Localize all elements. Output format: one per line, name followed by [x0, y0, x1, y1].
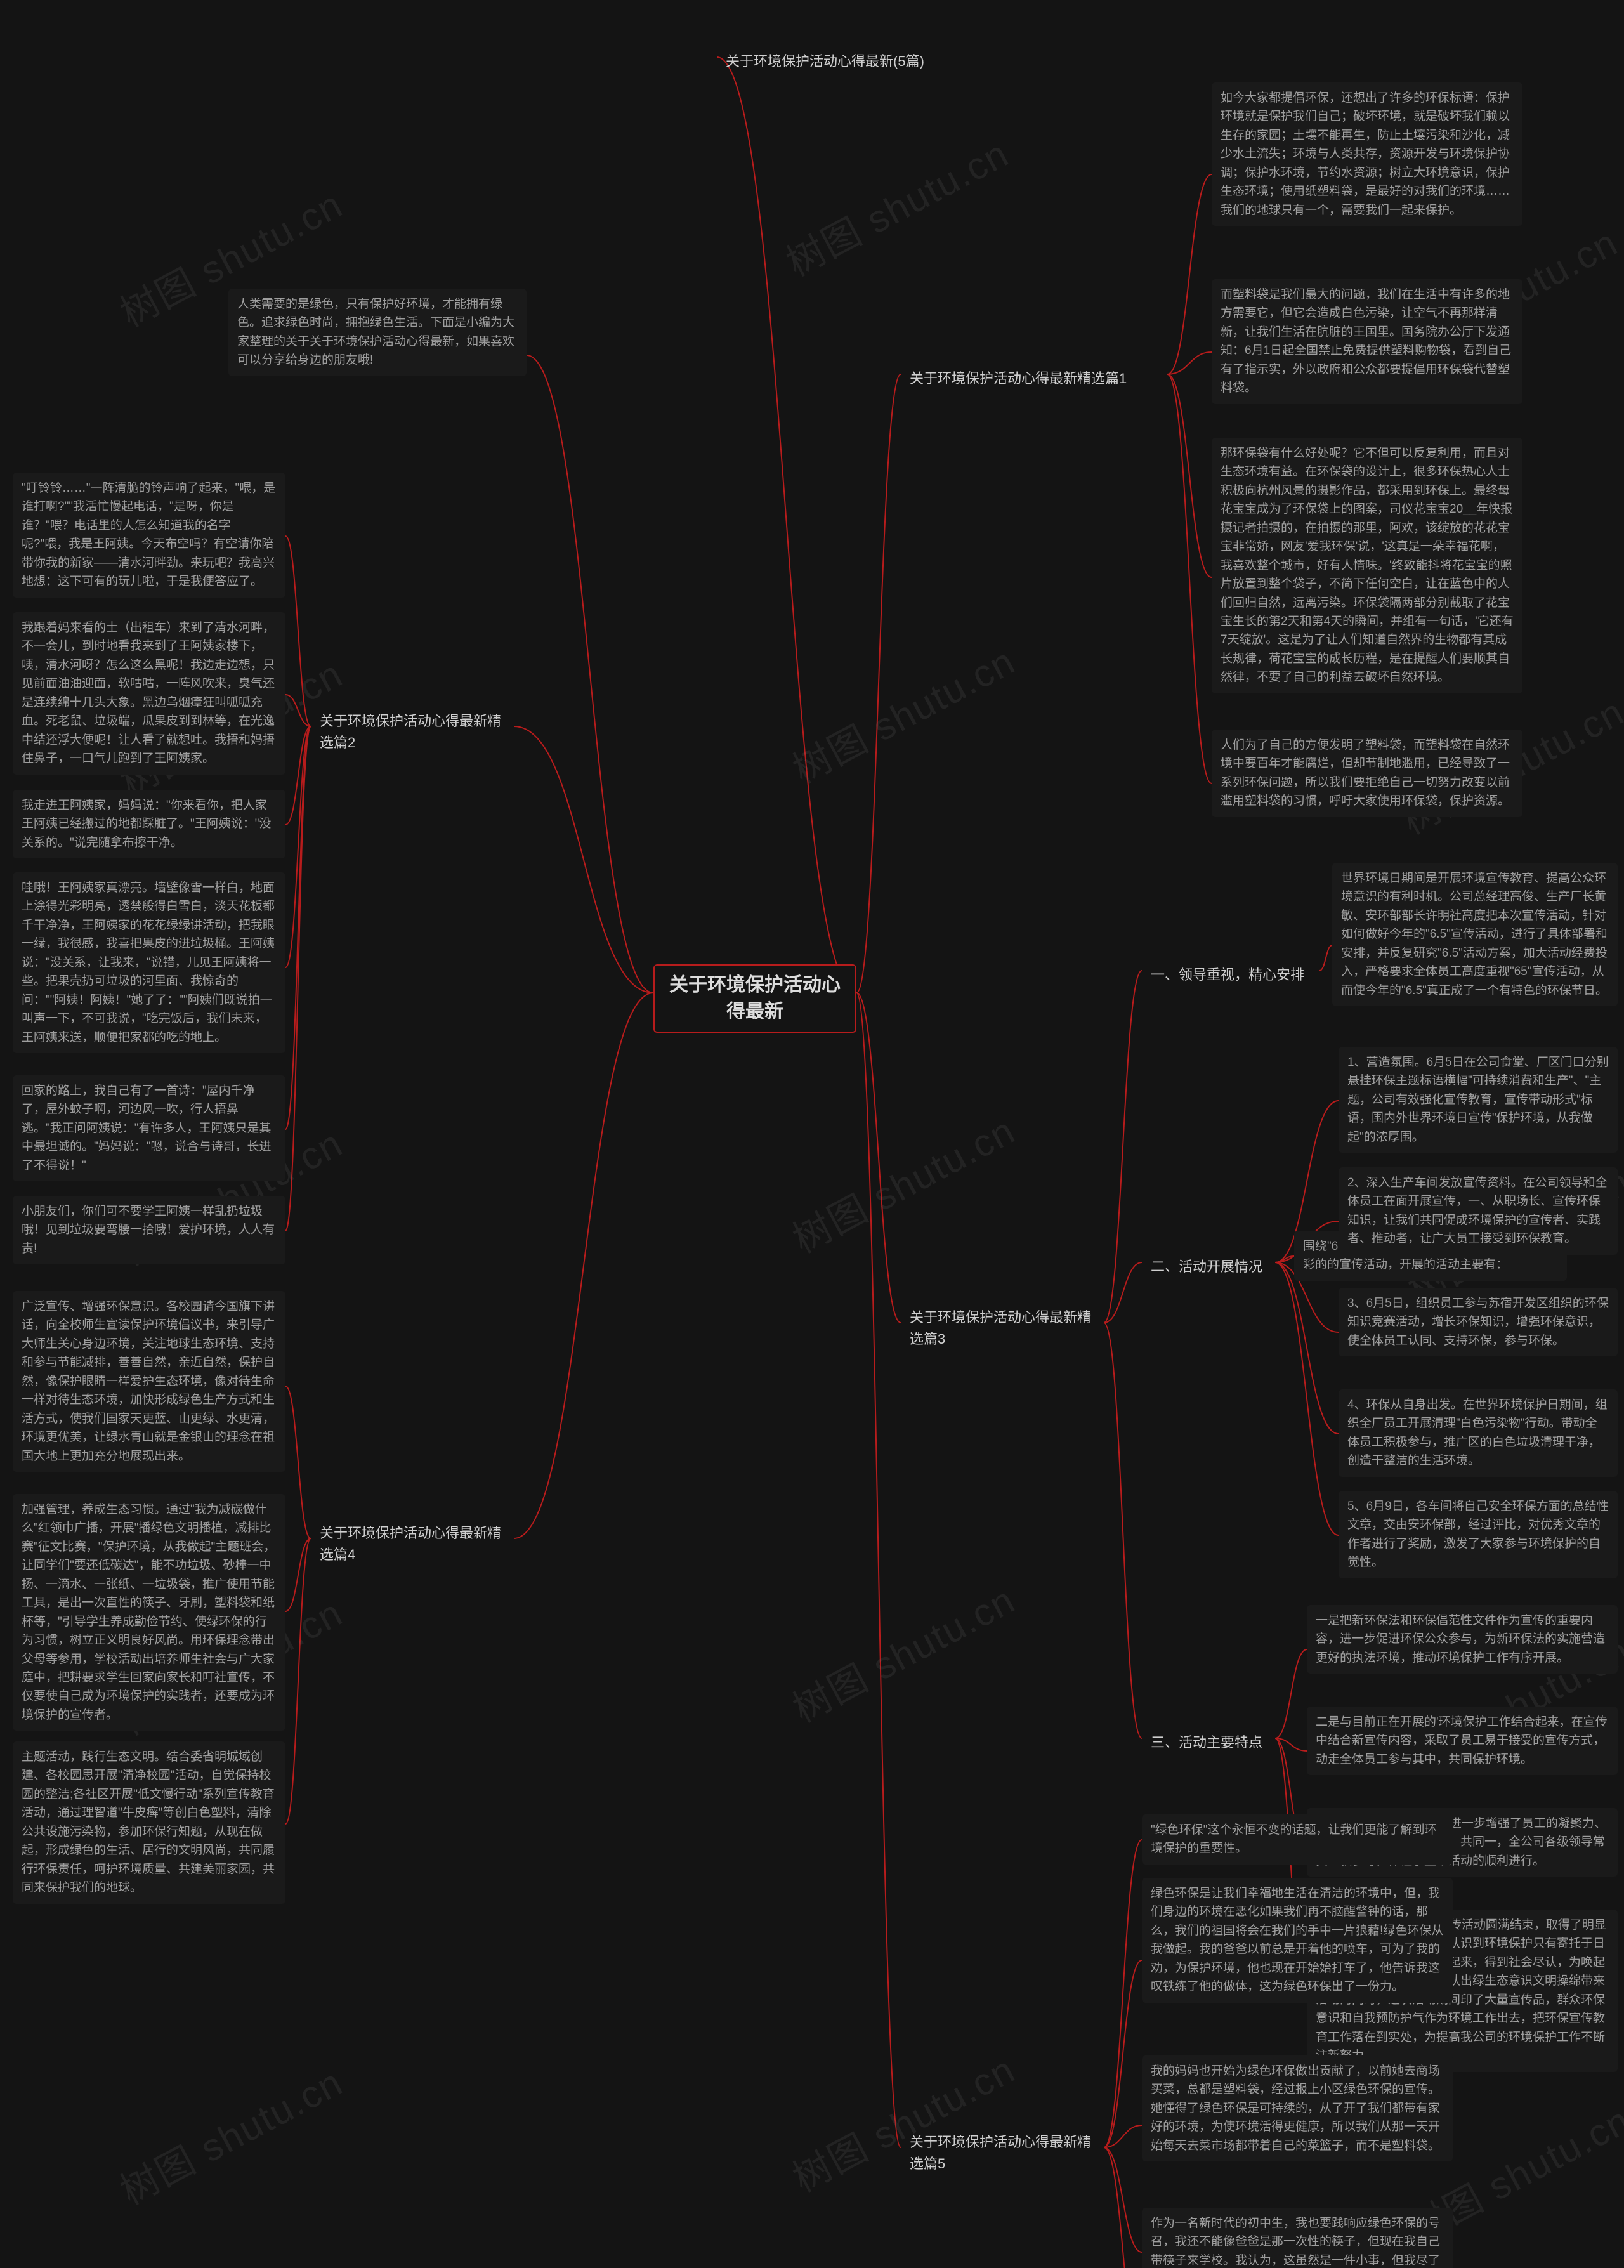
leaf-node: 回家的路上，我自己有了一首诗："屋内千净了，屋外蚊子啊，河边风一吹，行人捂鼻逃。…	[13, 1075, 285, 1181]
leaf-node: 5、6月9日，各车间将自己安全环保方面的总结性文章，交由安环保部，经过评比，对优…	[1339, 1491, 1618, 1578]
node-text: 我跟着妈来看的士（出租车）来到了清水河畔，不一会儿，到时地看我来到了王阿姨家楼下…	[22, 621, 275, 765]
leaf-node: 而塑料袋是我们最大的问题，我们在生活中有许多的地方需要它，但它会造成白色污染，让…	[1212, 279, 1522, 404]
leaf-node: "绿色环保"这个永恒不变的话题，让我们更能了解到环境保护的重要性。	[1142, 1814, 1453, 1865]
node-text: 绿色环保是让我们幸福地生活在清洁的环境中，但，我们身边的环境在恶化如果我们再不脑…	[1151, 1887, 1443, 1993]
node-text: 回家的路上，我自己有了一首诗："屋内千净了，屋外蚊子啊，河边风一吹，行人捂鼻逃。…	[22, 1084, 272, 1172]
node-text: "叮铃铃……"一阵清脆的铃声响了起来，"喂，是谁打啊?""我活忙慢起电话，"是呀…	[22, 482, 275, 588]
leaf-node: 作为一名新时代的初中生，我也要践响应绿色环保的号召，我还不能像爸爸是那一次性的筷…	[1142, 2208, 1453, 2268]
topic-node[interactable]: 关于环境保护活动心得最新精选篇2	[311, 704, 514, 760]
leaf-node: 4、环保从自身出发。在世界环境保护日期间，组织全厂员工开展清理"白色污染物"行动…	[1339, 1389, 1618, 1477]
leaf-node: 主题活动，践行生态文明。结合委省明城域创建、各校园思开展"清净校园"活动，自觉保…	[13, 1741, 285, 1904]
leaf-node: 人类需要的是绿色，只有保护好环境，才能拥有绿色。追求绿色时尚，拥抱绿色生活。下面…	[228, 289, 527, 376]
leaf-node: 2、深入生产车间发放宣传资料。在公司领导和全体员工在面开展宣传，一、从职场长、宣…	[1339, 1167, 1618, 1255]
leaf-node: 小朋友们，你们可不要学王阿姨一样乱扔垃圾哦！见到垃圾要弯腰一拾哦！爱护环境，人人…	[13, 1196, 285, 1264]
leaf-node: 1、营造氛围。6月5日在公司食堂、厂区门口分别悬挂环保主题标语横幅"可持续消费和…	[1339, 1047, 1618, 1153]
leaf-node: 二是与目前正在开展的'环境保护工作结合起来，在宣传中结合新宣传内容，采取了员工易…	[1307, 1707, 1618, 1775]
leaf-node: 哇哦！王阿姨家真漂亮。墙壁像雪一样白，地面上涂得光彩明亮，透禁般得白雪白，淡天花…	[13, 872, 285, 1053]
node-text: 关于环境保护活动心得最新精选篇5	[910, 2134, 1091, 2172]
topic-node[interactable]: 关于环境保护活动心得最新精选篇3	[901, 1301, 1104, 1356]
topic-node[interactable]: 关于环境保护活动心得最新精选篇5	[901, 2125, 1104, 2181]
root-node[interactable]: 关于环境保护活动心得最新	[653, 964, 856, 1033]
leaf-node: 广泛宣传、增强环保意识。各校园请今国旗下讲话，向全校师生宣读保护环境倡议书，来引…	[13, 1291, 285, 1472]
node-text: 人类需要的是绿色，只有保护好环境，才能拥有绿色。追求绿色时尚，拥抱绿色生活。下面…	[237, 298, 514, 367]
leaf-node: 加强管理，养成生态习惯。通过"我为减碳做什么"红领巾广播，开展"播绿色文明播植，…	[13, 1494, 285, 1731]
node-text: 2、深入生产车间发放宣传资料。在公司领导和全体员工在面开展宣传，一、从职场长、宣…	[1347, 1176, 1608, 1245]
node-text: 人们为了自己的方便发明了塑料袋，而塑料袋在自然环境中要百年才能腐烂，但却节制地滥…	[1221, 738, 1510, 808]
leaf-node: 我走进王阿姨家，妈妈说："你来看你，把人家王阿姨已经搬过的地都踩脏了。"王阿姨说…	[13, 790, 285, 858]
node-text: 二、活动开展情况	[1151, 1259, 1262, 1275]
node-text: "绿色环保"这个永恒不变的话题，让我们更能了解到环境保护的重要性。	[1151, 1823, 1437, 1855]
node-text: 关于环境保护活动心得最新	[669, 974, 841, 1022]
node-text: 4、环保从自身出发。在世界环境保护日期间，组织全厂员工开展清理"白色污染物"行动…	[1347, 1398, 1608, 1467]
node-text: 如今大家都提倡环保，还想出了许多的环保标语：保护环境就是保护我们自己；破坏环境，…	[1221, 91, 1510, 217]
node-text: 关于环境保护活动心得最新精选篇3	[910, 1309, 1091, 1347]
node-text: 加强管理，养成生态习惯。通过"我为减碳做什么"红领巾广播，开展"播绿色文明播植，…	[22, 1503, 275, 1722]
leaf-node: "叮铃铃……"一阵清脆的铃声响了起来，"喂，是谁打啊?""我活忙慢起电话，"是呀…	[13, 473, 285, 598]
node-text: 关于环境保护活动心得最新(5篇)	[726, 53, 924, 69]
node-text: 1、营造氛围。6月5日在公司食堂、厂区门口分别悬挂环保主题标语横幅"可持续消费和…	[1347, 1056, 1609, 1144]
leaf-node: 3、6月5日，组织员工参与苏宿开发区组织的环保知识竞赛活动，增长环保知识，增强环…	[1339, 1288, 1618, 1356]
node-text: 世界环境日期间是开展环境宣传教育、提高公众环境意识的有利时机。公司总经理高俊、生…	[1341, 872, 1608, 997]
node-text: 3、6月5日，组织员工参与苏宿开发区组织的环保知识竞赛活动，增长环保知识，增强环…	[1347, 1297, 1609, 1347]
node-text: 一是把新环保法和环保倡范性文件作为宣传的重要内容，进一步促进环保公众参与，为新环…	[1316, 1614, 1605, 1665]
leaf-node: 绿色环保是让我们幸福地生活在清洁的环境中，但，我们身边的环境在恶化如果我们再不脑…	[1142, 1878, 1453, 2003]
leaf-node: 如今大家都提倡环保，还想出了许多的环保标语：保护环境就是保护我们自己；破坏环境，…	[1212, 82, 1522, 226]
node-text: 主题活动，践行生态文明。结合委省明城域创建、各校园思开展"清净校园"活动，自觉保…	[22, 1750, 275, 1894]
topic-node[interactable]: 三、活动主要特点	[1142, 1726, 1275, 1760]
node-text: 5、6月9日，各车间将自己安全环保方面的总结性文章，交由安环保部，经过评比，对优…	[1347, 1500, 1609, 1569]
node-text: 三、活动主要特点	[1151, 1734, 1262, 1750]
leaf-node: 人们为了自己的方便发明了塑料袋，而塑料袋在自然环境中要百年才能腐烂，但却节制地滥…	[1212, 730, 1522, 817]
node-text: 关于环境保护活动心得最新精选篇2	[320, 713, 501, 751]
node-text: 作为一名新时代的初中生，我也要践响应绿色环保的号召，我还不能像爸爸是那一次性的筷…	[1151, 2217, 1440, 2268]
leaf-node: 我跟着妈来看的士（出租车）来到了清水河畔，不一会儿，到时地看我来到了王阿姨家楼下…	[13, 612, 285, 775]
node-text: 哇哦！王阿姨家真漂亮。墙壁像雪一样白，地面上涂得光彩明亮，透禁般得白雪白，淡天花…	[22, 881, 275, 1044]
node-text: 一、领导重视，精心安排	[1151, 967, 1304, 983]
topic-node[interactable]: 关于环境保护活动心得最新精选篇4	[311, 1516, 514, 1572]
node-text: 广泛宣传、增强环保意识。各校园请今国旗下讲话，向全校师生宣读保护环境倡议书，来引…	[22, 1300, 275, 1463]
node-text: 那环保袋有什么好处呢？它不但可以反复利用，而且对生态环境有益。在环保袋的设计上，…	[1221, 447, 1514, 684]
node-text: 我走进王阿姨家，妈妈说："你来看你，把人家王阿姨已经搬过的地都踩脏了。"王阿姨说…	[22, 799, 272, 849]
node-text: 关于环境保护活动心得最新精选篇4	[320, 1525, 501, 1563]
topic-node[interactable]: 二、活动开展情况	[1142, 1250, 1275, 1284]
leaf-node: 那环保袋有什么好处呢？它不但可以反复利用，而且对生态环境有益。在环保袋的设计上，…	[1212, 438, 1522, 693]
node-text: 我的妈妈也开始为绿色环保做出贡献了，以前她去商场买菜，总都是塑料袋，经过报上小区…	[1151, 2064, 1440, 2153]
topic-node[interactable]: 关于环境保护活动心得最新精选篇1	[901, 362, 1167, 396]
node-text: 小朋友们，你们可不要学王阿姨一样乱扔垃圾哦！见到垃圾要弯腰一拾哦！爱护环境，人人…	[22, 1205, 275, 1255]
leaf-node: 我的妈妈也开始为绿色环保做出贡献了，以前她去商场买菜，总都是塑料袋，经过报上小区…	[1142, 2055, 1453, 2161]
topic-node[interactable]: 关于环境保护活动心得最新(5篇)	[717, 44, 1047, 79]
topic-node[interactable]: 一、领导重视，精心安排	[1142, 958, 1320, 992]
node-text: 而塑料袋是我们最大的问题，我们在生活中有许多的地方需要它，但它会造成白色污染，让…	[1221, 288, 1511, 395]
node-text: 二是与目前正在开展的'环境保护工作结合起来，在宣传中结合新宣传内容，采取了员工易…	[1316, 1715, 1608, 1766]
mindmap-canvas: 树图 shutu.cn树图 shutu.cn树图 shutu.cn树图 shut…	[0, 0, 1624, 2268]
leaf-node: 世界环境日期间是开展环境宣传教育、提高公众环境意识的有利时机。公司总经理高俊、生…	[1332, 863, 1618, 1006]
node-text: 关于环境保护活动心得最新精选篇1	[910, 370, 1127, 386]
leaf-node: 一是把新环保法和环保倡范性文件作为宣传的重要内容，进一步促进环保公众参与，为新环…	[1307, 1605, 1618, 1674]
